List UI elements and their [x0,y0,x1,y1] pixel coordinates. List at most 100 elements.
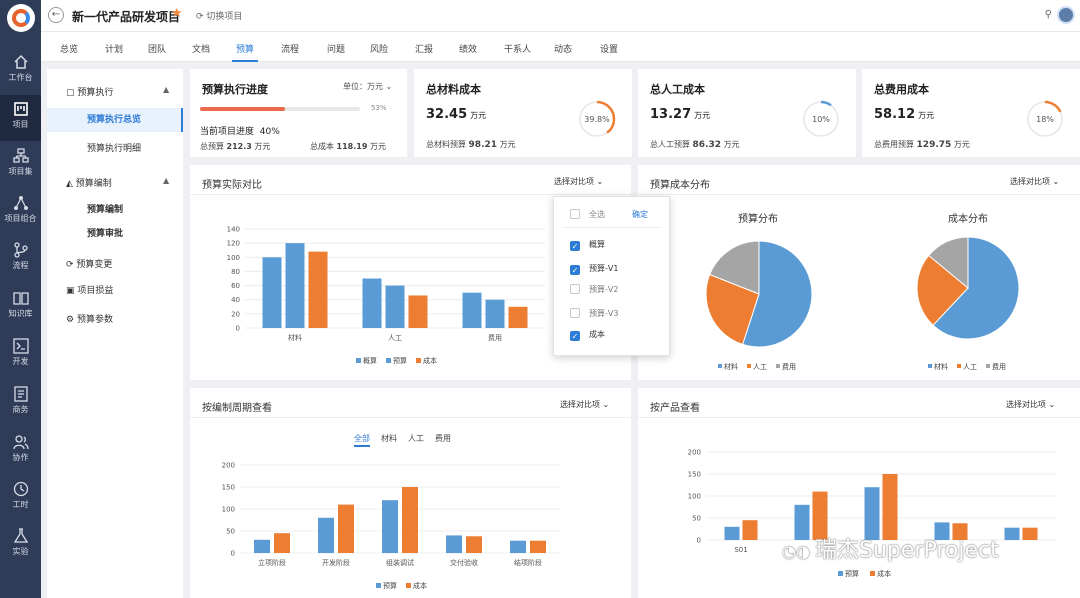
star-icon[interactable]: ★ [171,6,183,21]
legend-swatch [957,364,961,368]
tab-4[interactable]: 预算 [231,42,259,62]
sidebar-item-budget-overview[interactable]: 预算执行总览 [47,108,183,132]
option-label: 成本 [589,330,605,339]
rail-item-home[interactable]: 工作台 [0,48,41,94]
sidebar-item-budget-params[interactable]: ⚙ 预算参数 [66,312,113,325]
compare-select[interactable]: 选择对比项 ⌄ [1006,399,1055,410]
tab-6[interactable]: 问题 [327,45,346,55]
confirm-button[interactable]: 确定 [632,210,648,219]
pie2-title: 成本分布 [948,214,988,225]
filter-1[interactable]: 材料 [381,434,397,443]
compare-option-1[interactable]: ✓ 预算-V1 [570,263,618,275]
unit-select[interactable]: 单位：万元 ⌄ [343,81,392,92]
checkbox[interactable] [570,209,580,219]
top-bar: ← 新一代产品研发项目 ★ ⟳ 切换项目 ⚲ [41,0,1080,32]
checkbox[interactable]: ✓ [570,331,580,341]
rail-item-project[interactable]: 项目 [0,95,41,141]
rail-item-book[interactable]: 知识库 [0,284,41,330]
filter-2[interactable]: 人工 [408,434,424,443]
x-tick: S01 [734,546,747,554]
filter-0[interactable]: 全部 [354,434,370,447]
y-tick: 200 [222,462,235,470]
bar-预算-4 [1004,527,1020,540]
rail-item-label: 商务 [12,405,29,414]
compare-select[interactable]: 选择对比项 ⌄ [554,176,603,187]
ring-label: 18% [1036,115,1054,124]
avatar[interactable] [1057,6,1075,24]
sidebar-group-budget-execution[interactable]: ▢ 预算执行 ▲ [66,85,169,98]
rail-item-portfolio[interactable]: 项目组合 [0,189,41,235]
kpi-value: 32.45 万元 [426,107,486,122]
unit: 万元 [470,111,487,120]
tab-9[interactable]: 绩效 [459,45,478,55]
legend-label: 人工 [963,363,977,371]
watermark-text: 瑞杰SuperProject [815,538,999,563]
ring-fill [1026,100,1064,138]
compare-option-2[interactable]: 预算-V2 [570,284,618,296]
tab-1[interactable]: 计划 [105,45,124,55]
rail-item-flow[interactable]: 流程 [0,236,41,282]
compare-option-0[interactable]: ✓ 概算 [570,239,605,251]
compare-option-3[interactable]: 预算-V3 [570,308,618,320]
sub-label: 总费用预算 [874,140,914,149]
checkbox[interactable]: ✓ [570,241,580,251]
group-label: 预算执行 [77,88,114,98]
checkbox[interactable]: ✓ [570,265,580,275]
select-all-option[interactable]: 全选 [570,209,605,221]
cost-value: 118.19 [336,142,368,151]
rail-item-clock[interactable]: 工时 [0,475,41,521]
tab-10[interactable]: 干系人 [504,45,532,55]
card-title: 总材料成本 [426,83,481,96]
bar-成本-0 [308,251,328,328]
y-tick: 100 [688,493,701,501]
rail-item-label: 工作台 [8,73,33,82]
card-title: 总费用成本 [874,83,929,96]
search-icon[interactable]: ⚲ [1044,9,1052,20]
compare-option-4[interactable]: ✓ 成本 [570,329,605,341]
option-label: 全选 [589,210,605,219]
sidebar-item-budget-change[interactable]: ⟳ 预算变更 [66,257,112,270]
compare-select[interactable]: 选择对比项 ⌄ [1010,176,1059,187]
x-tick: 立项阶段 [258,558,286,567]
checkbox[interactable] [570,284,580,294]
tab-8[interactable]: 汇报 [415,45,434,55]
sidebar-item-profit-loss[interactable]: ▣ 项目损益 [66,283,113,296]
back-button[interactable]: ← [48,7,64,23]
bar-概算-1 [362,278,382,328]
bar-预算-0 [254,539,270,553]
sidebar-item-budget-planning[interactable]: 预算编制 [87,205,124,215]
rail-item-terminal[interactable]: 开发 [0,332,41,378]
kpi-card-0: 总材料成本 32.45 万元 总材料预算 98.21 万元 39.8% [414,69,632,157]
pie-slice-2 [927,236,969,290]
tab-3[interactable]: 文档 [192,45,211,55]
legend-swatch [928,364,932,368]
tab-7[interactable]: 风险 [370,45,389,55]
sub-value: 98.21 [468,140,498,150]
sidebar-item-budget-detail[interactable]: 预算执行明细 [87,144,142,154]
filter-3[interactable]: 费用 [435,434,451,443]
checkbox[interactable] [570,308,580,318]
legend-label: 材料 [724,362,738,371]
item-label: 项目损益 [77,286,114,296]
sub-unit: 万元 [499,140,516,149]
rail-item-flask[interactable]: 实验 [0,522,41,568]
tab-12[interactable]: 设置 [600,45,619,55]
sidebar-item-budget-approval[interactable]: 预算审批 [87,229,124,239]
rail-item-business[interactable]: 商务 [0,380,41,426]
bar-成本-2 [402,487,418,553]
tab-11[interactable]: 动态 [554,45,573,55]
refresh-icon: ⟳ [196,12,207,22]
app-logo[interactable] [7,4,35,32]
switch-project-button[interactable]: ⟳ 切换项目 [196,9,242,22]
bar-成本-2 [882,474,898,540]
legend-swatch [870,571,875,576]
rail-item-people[interactable]: 协作 [0,428,41,474]
tab-5[interactable]: 流程 [281,45,300,55]
compare-select[interactable]: 选择对比项 ⌄ [560,399,609,410]
bar-预算-0 [285,243,305,328]
tab-2[interactable]: 团队 [148,45,167,55]
sidebar-group-budget-planning[interactable]: ◭ 预算编制 ▲ [66,176,169,189]
bar-预算-4 [510,540,526,553]
tab-0[interactable]: 总览 [60,45,79,55]
rail-item-project-set[interactable]: 项目集 [0,142,41,188]
